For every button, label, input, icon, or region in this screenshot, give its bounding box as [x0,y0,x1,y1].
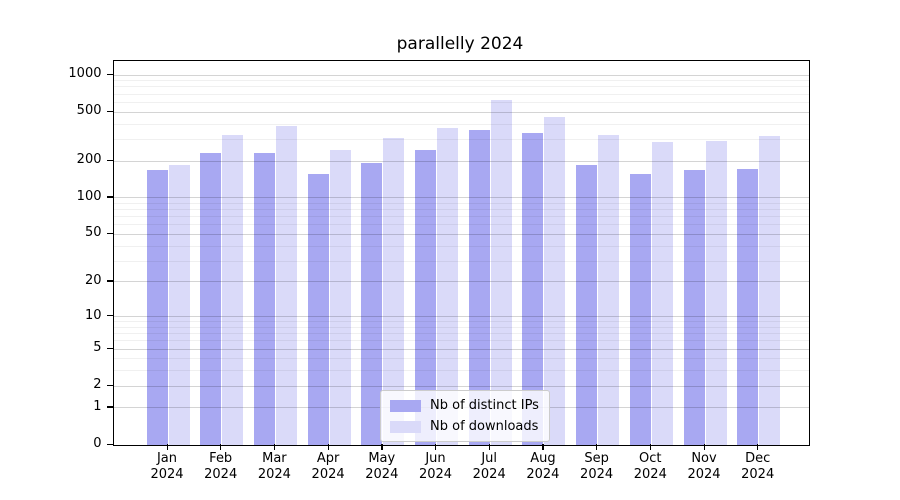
x-tick-may [381,444,383,450]
bar-distinct-ips-may [361,162,383,445]
bar-distinct-ips-jul [468,129,490,445]
x-tick-label-mar: Mar 2024 [257,451,291,482]
y-tick-100 [106,196,113,198]
x-tick-sep [596,444,598,450]
bar-downloads-may [383,137,405,445]
y-tick-20 [106,280,113,282]
y-tick-5 [106,347,113,349]
gridline-major-500 [113,111,809,113]
legend-item-downloads: Nb of downloads [390,418,539,435]
x-tick-label-dec: Dec 2024 [741,451,775,482]
x-tick-oct [649,444,652,450]
bar-downloads-jul [490,100,512,445]
gridline-minor-400 [113,123,809,125]
bar-distinct-ips-mar [253,152,275,445]
legend-swatch-downloads-icon [390,420,421,433]
bar-distinct-ips-sep [576,164,598,445]
gridline-major-1000 [113,74,809,76]
y-tick-2 [106,384,113,386]
x-tick-aug [542,444,544,450]
y-tick-label-200: 200 [76,152,102,167]
legend-item-distinct-ips: Nb of distinct IPs [390,397,539,414]
y-tick-label-100: 100 [76,188,102,204]
y-tick-label-5: 5 [93,340,102,356]
bar-distinct-ips-dec [737,168,759,445]
x-tick-label-nov: Nov 2024 [687,451,721,482]
bar-distinct-ips-feb [200,152,222,445]
x-tick-apr [327,444,329,450]
bar-distinct-ips-nov [683,169,705,445]
y-tick-label-1: 1 [93,398,102,414]
legend-label-distinct-ips: Nb of distinct IPs [430,398,539,413]
y-tick-label-2: 2 [93,377,102,393]
y-tick-label-500: 500 [76,103,102,119]
x-tick-jul [488,444,490,450]
bar-distinct-ips-jun [415,149,436,445]
y-tick-label-1000: 1000 [68,66,102,82]
x-tick-label-oct: Oct 2024 [633,451,667,482]
bar-downloads-jan [168,165,190,445]
bar-downloads-aug [544,117,566,445]
x-tick-label-apr: Apr 2024 [311,451,345,482]
bar-downloads-feb [222,135,244,445]
bar-distinct-ips-apr [307,173,329,445]
x-tick-label-may: May 2024 [365,451,399,482]
x-tick-feb [220,444,222,450]
x-tick-label-jun: Jun 2024 [418,451,453,482]
x-tick-label-feb: Feb 2024 [204,451,238,482]
y-tick-label-10: 10 [84,307,102,323]
gridline-minor-900 [113,80,809,82]
gridline-minor-600 [113,101,809,103]
x-tick-nov [703,444,705,450]
bar-downloads-apr [329,149,351,445]
y-tick-label-0: 0 [93,436,102,451]
x-tick-label-jul: Jul 2024 [472,451,506,482]
y-tick-label-20: 20 [84,272,102,288]
y-tick-label-50: 50 [84,225,102,241]
gridline-minor-800 [113,86,809,88]
y-tick-500 [106,110,113,112]
legend: Nb of distinct IPs Nb of downloads [380,390,550,442]
y-tick-50 [106,232,113,235]
x-tick-dec [757,444,759,450]
x-tick-label-sep: Sep 2024 [580,451,614,482]
bar-downloads-nov [705,141,727,445]
gridline-minor-700 [113,93,809,95]
y-tick-1 [106,406,113,408]
y-tick-200 [106,159,113,161]
bar-distinct-ips-aug [522,133,544,445]
y-tick-1000 [106,73,113,75]
gridline-minor-300 [113,138,809,140]
bar-downloads-mar [275,126,297,445]
y-tick-0 [106,443,113,445]
x-tick-jun [435,444,437,450]
bar-downloads-jun [437,128,458,445]
bar-downloads-sep [598,135,620,445]
bar-distinct-ips-jan [146,169,168,445]
bar-downloads-dec [759,135,781,445]
bar-distinct-ips-oct [629,173,651,445]
plot-area [112,60,810,446]
chart-title: parallelly 2024 [396,34,524,54]
x-tick-label-aug: Aug 2024 [526,451,560,482]
x-tick-label-jan: Jan 2024 [150,451,184,482]
x-tick-mar [273,444,276,450]
y-tick-10 [106,315,113,317]
legend-swatch-distinct-ips-icon [390,399,421,412]
legend-label-downloads: Nb of downloads [430,419,539,434]
x-tick-jan [166,444,168,450]
bar-downloads-oct [651,141,673,445]
